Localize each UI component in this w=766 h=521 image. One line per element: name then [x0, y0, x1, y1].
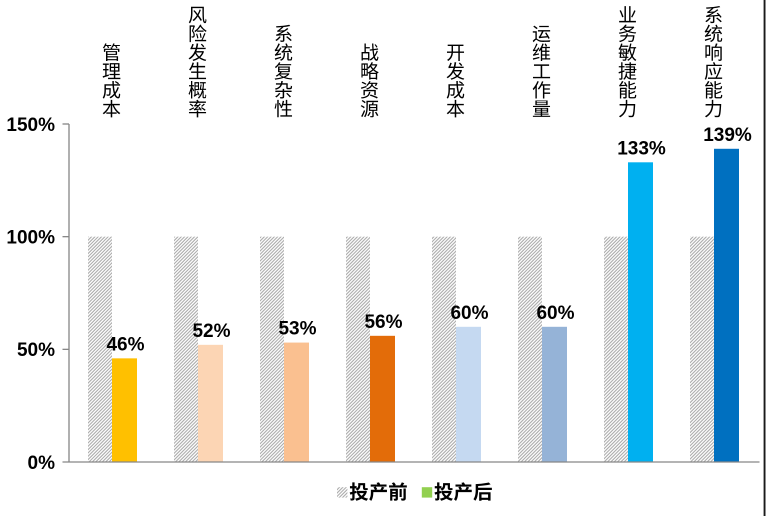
svg-text:60%: 60% [536, 303, 574, 324]
svg-text:133%: 133% [617, 138, 666, 159]
svg-text:50%: 50% [17, 340, 55, 361]
svg-text:53%: 53% [278, 319, 316, 340]
svg-text:139%: 139% [703, 125, 752, 146]
svg-text:100%: 100% [6, 228, 55, 249]
svg-text:60%: 60% [450, 303, 488, 324]
svg-text:0%: 0% [28, 453, 56, 474]
svg-text:46%: 46% [106, 334, 144, 355]
svg-text:52%: 52% [192, 321, 230, 342]
svg-text:150%: 150% [6, 115, 55, 136]
svg-text:56%: 56% [364, 312, 402, 333]
